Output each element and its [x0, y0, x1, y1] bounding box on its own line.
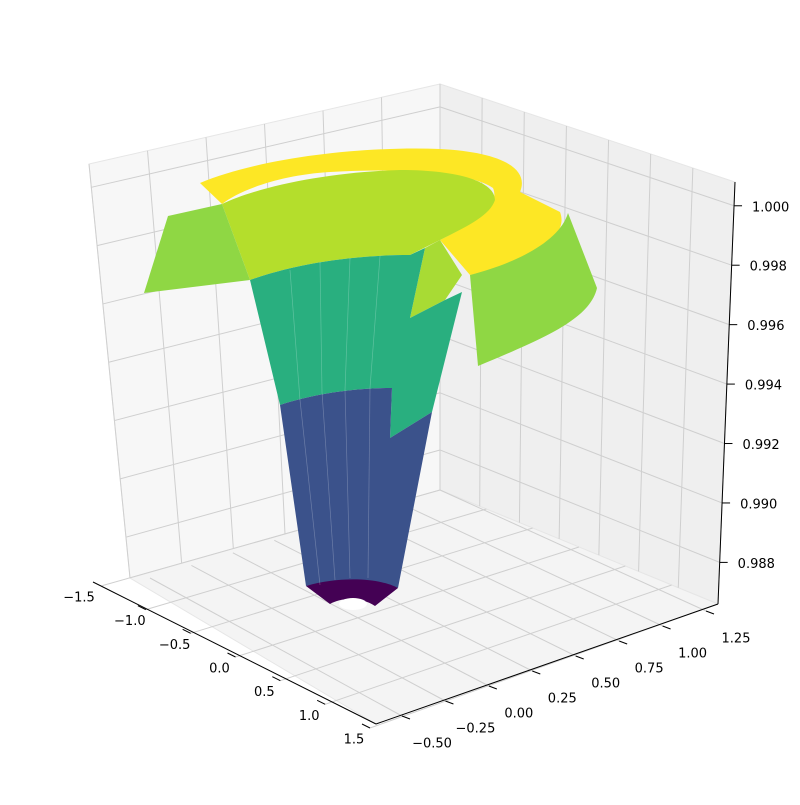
- y-axis-line: [375, 603, 719, 725]
- z-tick-label: 0.992: [742, 438, 779, 453]
- y-tick-label: −0.50: [412, 737, 452, 752]
- x-tick-label: 0.5: [254, 685, 275, 700]
- x-tick: [272, 676, 281, 682]
- surface: [144, 148, 597, 610]
- x-grid-wall-line: [205, 137, 234, 549]
- x-grid-floor-line: [325, 584, 672, 705]
- y-tick: [401, 715, 411, 720]
- y-grid-wall-line: [558, 125, 567, 539]
- z-grid-right-wall-line: [439, 106, 735, 207]
- y-tick-label: 1.00: [678, 647, 707, 662]
- x-grid-wall-line: [88, 163, 131, 579]
- y-grid-wall-line: [638, 153, 652, 572]
- surface-cone-mid: [250, 248, 462, 438]
- y-tick-label: 0.75: [635, 662, 664, 677]
- y-tick: [488, 685, 498, 690]
- z-grid-left-wall-line: [91, 106, 441, 188]
- z-grid-right-wall-line: [439, 392, 723, 504]
- x-grid-floor-line: [235, 546, 580, 658]
- z-grid-right-wall-line: [439, 449, 720, 563]
- y-tick: [662, 625, 671, 630]
- x-tick: [92, 581, 102, 587]
- x-axis-line: [100, 585, 377, 725]
- y-tick: [618, 640, 628, 645]
- y-tick-label: 0.25: [548, 692, 577, 707]
- x-tick-label: −1.5: [63, 591, 95, 606]
- y-tick-label: 0.00: [504, 707, 533, 722]
- surface-flap-left: [144, 204, 250, 293]
- x-tick: [227, 652, 236, 658]
- surface-band-upper: [222, 170, 495, 280]
- y-tick: [705, 610, 715, 615]
- y-grid-floor-line: [232, 552, 490, 687]
- surface-flap-right: [470, 213, 597, 366]
- z-tick-label: 0.996: [747, 319, 784, 334]
- y-grid-wall-line: [598, 139, 610, 556]
- surface-facet-lines: [289, 255, 381, 586]
- surface-cone-bottom: [306, 579, 398, 606]
- y-tick-label: 0.50: [591, 677, 620, 692]
- x-tick-label: 1.0: [299, 709, 320, 724]
- x-grid-floor-line: [280, 565, 626, 682]
- x-tick: [361, 723, 371, 729]
- surface-rim-top: [200, 148, 562, 275]
- x-tick-label: −0.5: [159, 638, 191, 653]
- surface-fold-right: [410, 240, 462, 318]
- y-tick: [445, 700, 454, 705]
- y-grid-wall-line: [677, 167, 694, 588]
- y-grid-floor-line: [439, 489, 707, 612]
- x-tick: [182, 628, 191, 634]
- surface-bottom-hole: [339, 598, 367, 610]
- z-tick-label: 0.998: [750, 260, 787, 275]
- y-tick-label: −0.25: [456, 722, 496, 737]
- z-tick-label: 0.990: [740, 497, 777, 512]
- y-grid-floor-line: [149, 577, 403, 717]
- y-tick-label: 1.25: [722, 632, 751, 647]
- x-tick: [316, 699, 326, 705]
- x-tick: [137, 605, 147, 611]
- x-grid-wall-line: [147, 150, 183, 564]
- x-tick-label: 0.0: [209, 662, 230, 677]
- z-axis-line: [717, 181, 736, 605]
- y-tick: [575, 655, 584, 660]
- axes: −1.5 −1.0 −0.5 0.0 0.5 1.0 1.5 −0.50 −0.25 0.00 0.…: [63, 181, 789, 752]
- y-grid-floor-line: [191, 564, 446, 702]
- surface-cone-lower: [280, 388, 432, 588]
- z-tick-label: 1.000: [752, 200, 789, 215]
- x-tick-label: −1.0: [114, 614, 146, 629]
- y-tick: [532, 670, 541, 675]
- x-tick-label: 1.5: [344, 733, 365, 748]
- z-tick-label: 0.994: [745, 379, 782, 394]
- y-grid-floor-line: [398, 502, 663, 627]
- z-tick-label: 0.988: [738, 557, 775, 572]
